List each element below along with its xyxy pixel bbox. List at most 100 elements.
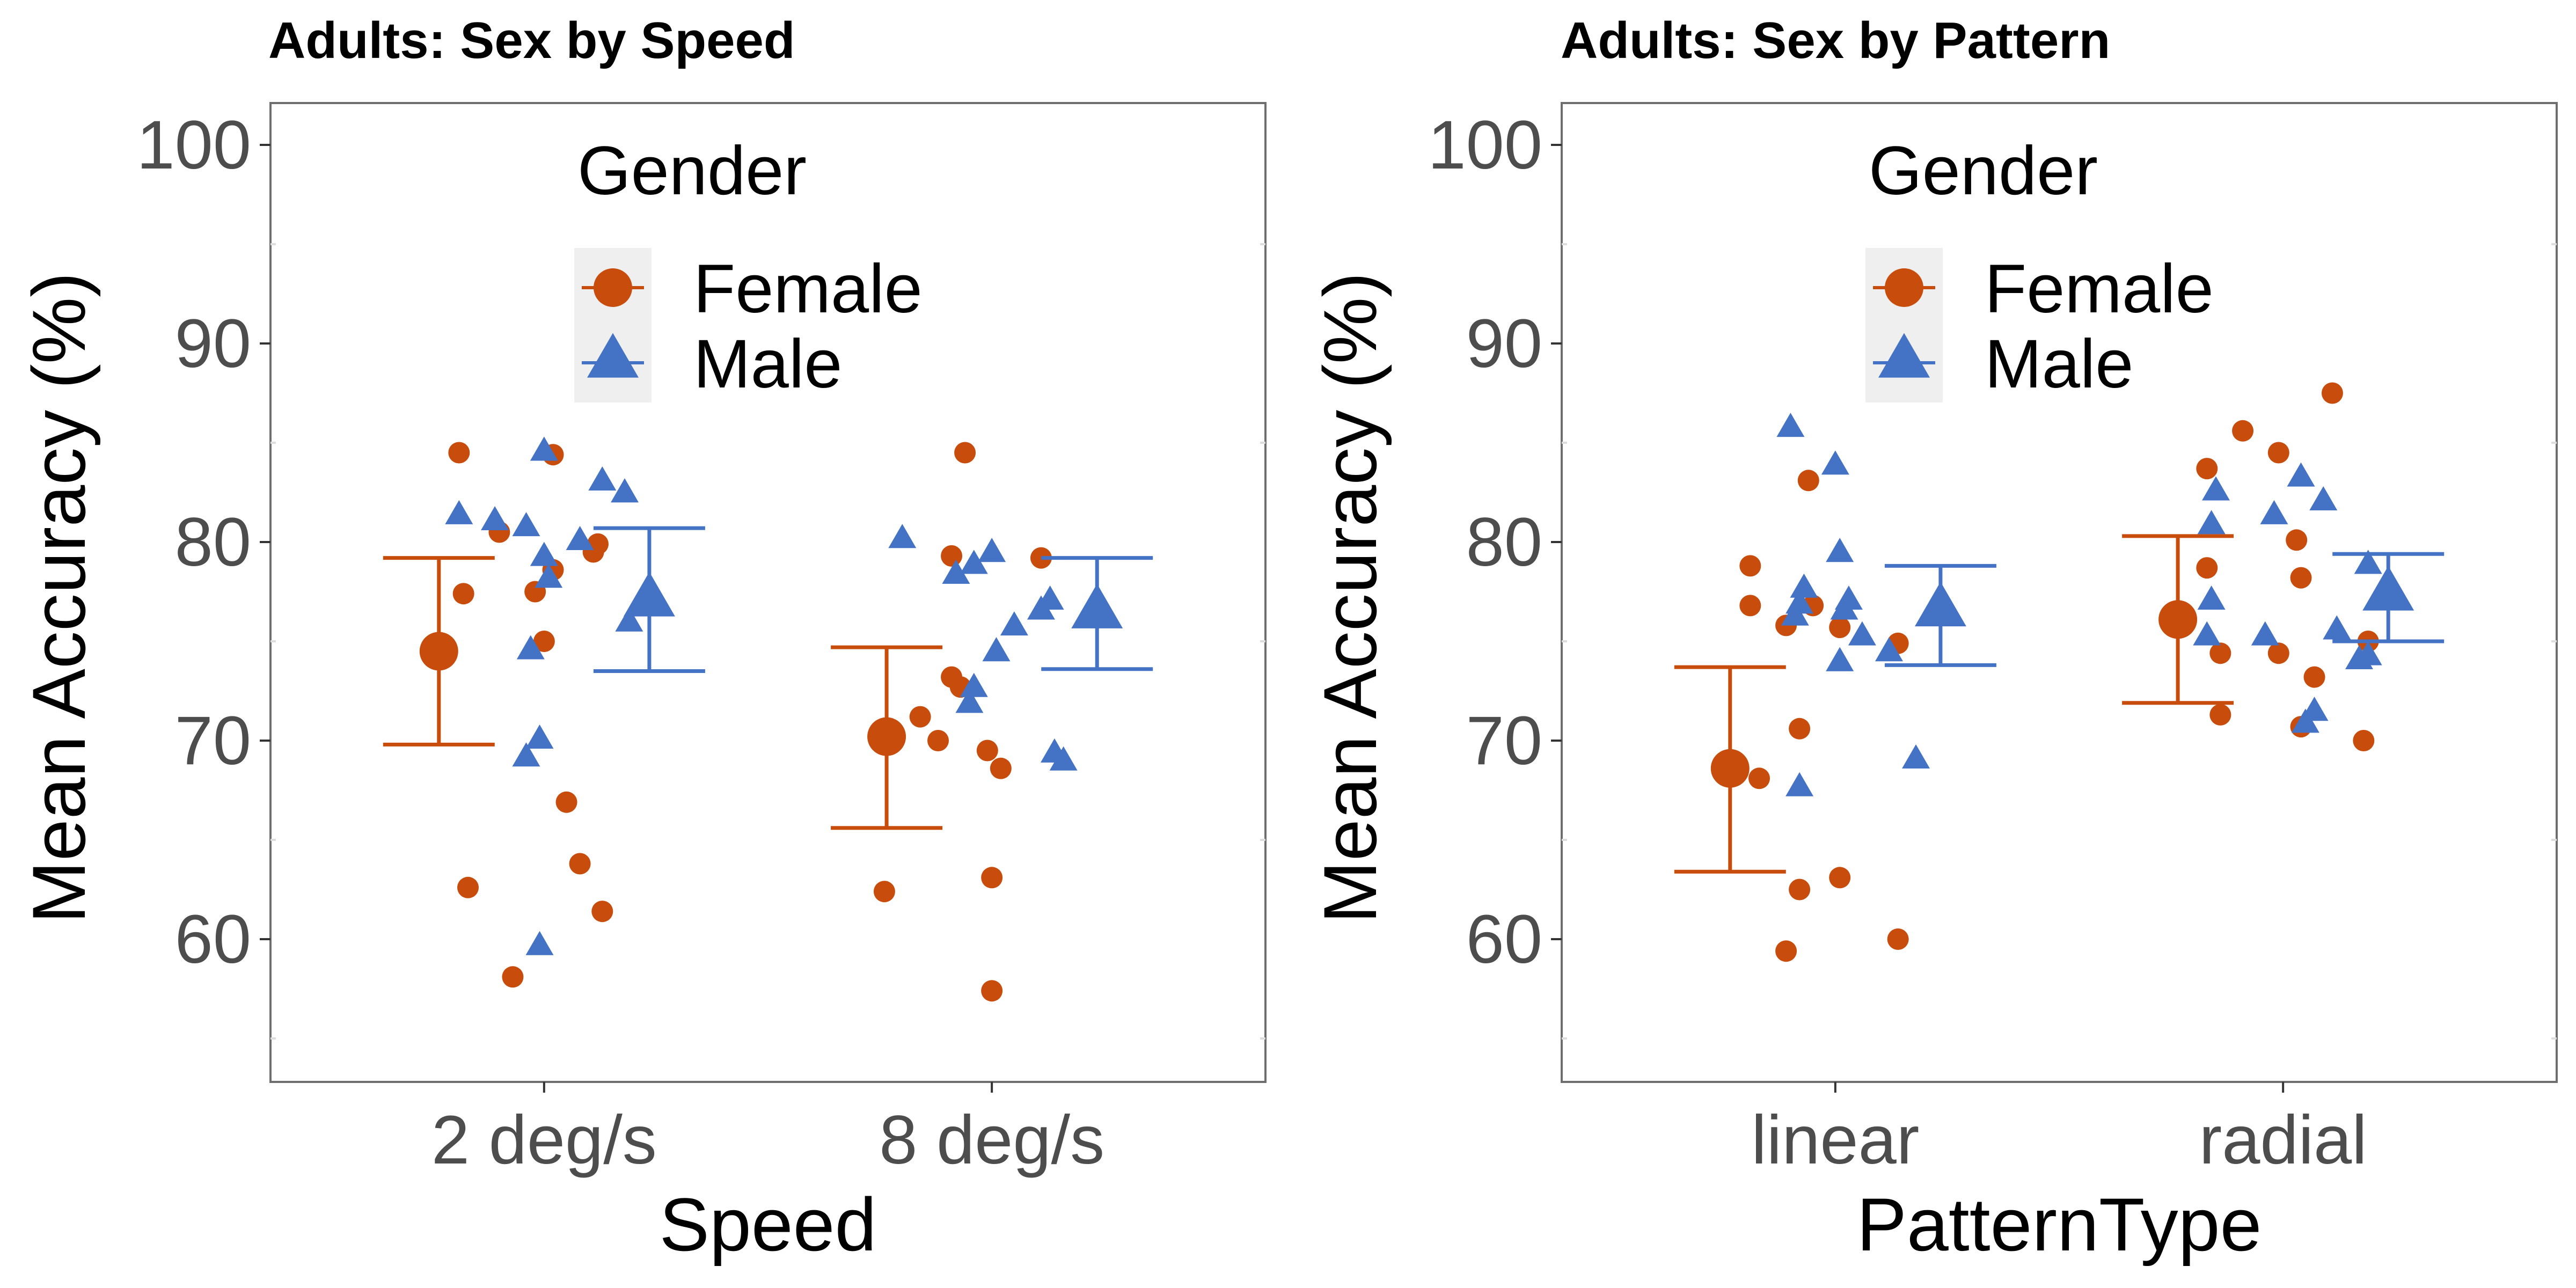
x-tick-label: radial [2199,1102,2367,1179]
data-point-female [569,853,591,875]
data-point-male [960,672,988,697]
data-point-female [1829,867,1851,889]
data-point-male [2354,550,2382,574]
data-point-female [954,442,976,464]
data-point-female [452,583,474,605]
plot-panel [1561,102,2558,1083]
data-point-female [1789,879,1811,901]
data-point-female [873,881,895,903]
data-point-female [1829,617,1851,639]
x-tick-label: 2 deg/s [431,1102,657,1179]
data-point-male [2354,641,2382,665]
data-point-female [502,966,524,988]
mean-marker-female [867,717,906,756]
data-point-female [2232,420,2254,442]
data-point-female [2290,567,2312,589]
legend-entry-label: Female [693,251,923,327]
chart-title: Adults: Sex by Speed [268,12,795,69]
data-point-male [535,564,563,588]
data-point-male [1000,611,1028,636]
data-point-female [2353,730,2375,751]
data-point-female [2267,442,2289,464]
data-point-female [1030,547,1052,569]
mean-marker-male [1071,583,1123,628]
data-point-female [909,706,931,728]
y-tick-label: 70 [175,702,251,779]
data-point-male [2309,486,2338,510]
y-axis-title: Mean Accuracy (%) [1308,272,1392,924]
data-point-male [2251,621,2279,646]
x-tick-label: linear [1751,1102,1919,1179]
data-point-female [2267,642,2289,664]
legend-key-triangle-icon [587,333,639,378]
data-point-male [512,512,540,537]
data-point-male [516,635,545,660]
data-point-female [2196,557,2218,579]
data-point-male [481,506,509,530]
x-axis-title: PatternType [1857,1182,2262,1267]
y-tick-label: 80 [175,504,251,581]
data-point-male [566,525,594,550]
legend-entry-label: Female [1985,251,2214,327]
data-point-male [1790,573,1818,598]
data-point-female [2286,529,2308,551]
data-point-female [2209,704,2231,726]
data-point-male [611,478,639,503]
y-tick-label: 70 [1466,702,1542,779]
data-point-male [1776,413,1805,437]
data-point-male [615,607,643,632]
data-point-female [1797,470,1819,492]
data-point-male [942,559,970,584]
data-point-male [888,524,917,548]
mean-marker-female [419,632,458,671]
x-tick-label: 8 deg/s [879,1102,1104,1179]
data-point-male [960,550,988,574]
y-tick-label: 60 [1466,901,1542,978]
data-point-female [2209,642,2231,664]
data-point-female [1789,718,1811,740]
mean-marker-male [1914,582,1966,627]
y-axis-title: Mean Accuracy (%) [17,272,101,924]
data-point-female [533,631,555,652]
data-point-male [1848,621,1876,646]
legend-entry-label: Male [1985,326,2133,402]
mean-marker-female [2158,600,2198,639]
data-point-male [2323,615,2351,640]
data-point-male [445,500,473,524]
mean-marker-male [2362,566,2414,611]
legend-key-triangle-icon [1878,333,1930,378]
y-tick-label: 90 [175,305,251,382]
legend-title: Gender [1869,133,2098,209]
data-point-male [2193,621,2221,646]
data-point-male [1875,637,1903,662]
data-point-female [1748,767,1770,789]
data-point-male [2197,585,2226,610]
data-point-female [976,740,998,762]
data-point-male [1036,585,1064,610]
data-point-male [1834,585,1863,610]
data-point-male [1826,538,1854,562]
data-point-male [1826,647,1854,671]
data-point-female [2303,666,2325,688]
data-point-male [955,689,984,713]
y-tick-label: 100 [1428,107,1542,184]
data-point-male [2300,697,2329,721]
data-point-male [1785,772,1814,796]
chart-title: Adults: Sex by Pattern [1561,12,2110,69]
legend-key-circle-icon [1885,268,1923,307]
data-point-male [588,466,617,491]
data-point-male [1049,746,1078,771]
data-point-female [1739,595,1761,617]
data-point-female [1739,555,1761,577]
data-point-male [525,724,554,749]
data-point-male [2287,462,2315,487]
data-point-female [927,730,949,751]
y-tick-label: 60 [175,901,251,978]
data-point-female [1775,940,1797,962]
data-point-female [457,876,479,898]
y-tick-label: 90 [1466,305,1542,382]
chart-panel-2: Adults: Sex by Pattern 60 70 80 90 100 linear r… [1308,12,2558,1267]
data-point-female [990,757,1012,779]
